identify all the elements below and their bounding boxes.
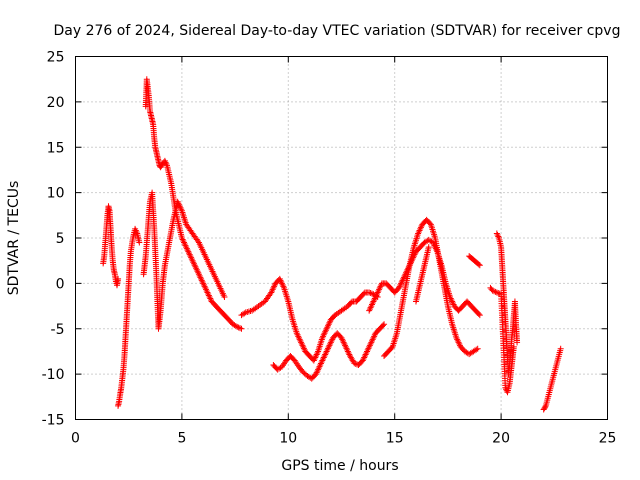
data-point <box>473 346 480 353</box>
data-point <box>474 345 481 352</box>
data-point <box>234 323 241 330</box>
data-point <box>491 288 498 295</box>
y-tick-label: 25 <box>47 50 65 66</box>
data-point <box>241 310 248 317</box>
y-tick-label: 5 <box>56 231 65 247</box>
data-point <box>510 343 517 350</box>
y-tick-label: -10 <box>42 367 65 383</box>
data-point <box>351 360 358 367</box>
y-tick-label: 0 <box>56 276 65 292</box>
data-point <box>489 287 496 294</box>
data-point <box>366 289 373 296</box>
data-point <box>514 339 521 346</box>
y-axis-title: SDTVAR / TECUs <box>6 181 22 296</box>
x-tick-labels: 0 5 10 15 20 25 <box>71 431 616 447</box>
data-point <box>475 311 482 318</box>
data-point <box>237 325 244 332</box>
data-point <box>542 404 549 411</box>
data-point <box>493 289 500 296</box>
data-point <box>475 261 482 268</box>
grid <box>75 56 608 420</box>
y-tick-labels: -15 -10 -5 0 5 10 15 20 25 <box>42 50 65 429</box>
data-point <box>476 312 483 319</box>
data-point <box>367 290 374 297</box>
y-tick-label: 15 <box>47 140 65 156</box>
x-tick-label: 0 <box>71 431 80 447</box>
y-tick-label: -15 <box>42 413 65 429</box>
data-point <box>379 322 386 329</box>
data-point <box>235 324 242 331</box>
x-tick-label: 20 <box>492 431 510 447</box>
data-point <box>115 275 122 282</box>
data-point <box>476 262 483 269</box>
x-tick-label: 10 <box>279 431 297 447</box>
x-tick-label: 5 <box>177 431 186 447</box>
data-point <box>221 293 228 300</box>
x-tick-label: 15 <box>386 431 404 447</box>
x-tick-label: 25 <box>599 431 617 447</box>
data-point <box>136 239 143 246</box>
x-axis-title: GPS time / hours <box>281 458 398 474</box>
y-tick-label: 10 <box>47 186 65 202</box>
data-point <box>238 325 245 332</box>
data-point <box>381 321 388 328</box>
data-point <box>557 345 564 352</box>
data-point <box>425 244 432 251</box>
data-point <box>495 233 502 240</box>
data-point <box>492 288 499 295</box>
y-tick-label: -5 <box>51 322 65 338</box>
y-tick-label: 20 <box>47 95 65 111</box>
plot-frame <box>75 56 608 420</box>
data-point <box>495 290 502 297</box>
chart-title: Day 276 of 2024, Sidereal Day-to-day VTE… <box>54 23 621 39</box>
data-points <box>100 76 564 413</box>
